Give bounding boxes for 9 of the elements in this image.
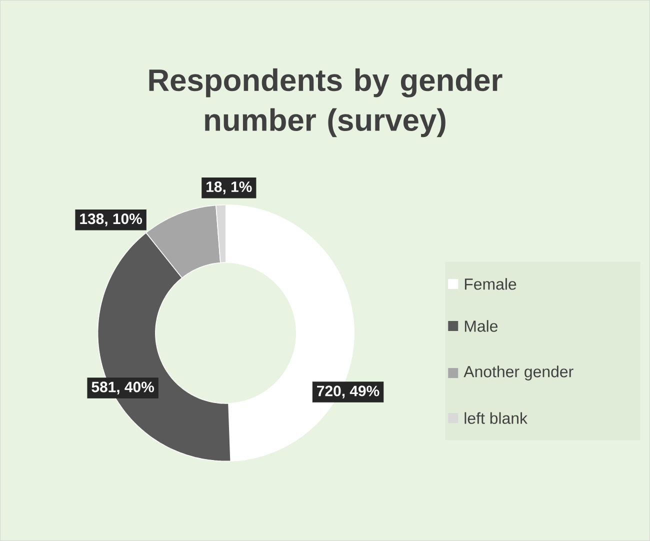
legend-label: left blank xyxy=(464,412,528,424)
legend-label: Male xyxy=(464,320,498,332)
chart-title: Respondents by gender number (survey) xyxy=(149,68,502,138)
data-label: 581, 40% xyxy=(92,382,154,394)
data-label: 138, 10% xyxy=(80,214,142,226)
data-label: 18, 1% xyxy=(206,182,252,194)
legend-label: Female xyxy=(464,278,516,290)
data-label: 720, 49% xyxy=(317,386,380,398)
legend-label: Another gender xyxy=(464,366,574,381)
